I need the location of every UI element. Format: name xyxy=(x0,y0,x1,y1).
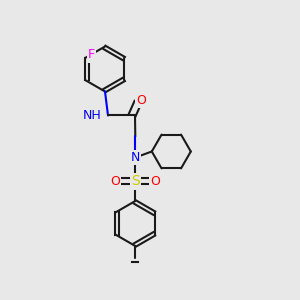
Text: F: F xyxy=(88,48,95,61)
Text: S: S xyxy=(131,175,140,188)
Text: N: N xyxy=(130,151,140,164)
Text: O: O xyxy=(151,175,160,188)
Text: O: O xyxy=(137,94,146,107)
Text: NH: NH xyxy=(83,109,102,122)
Text: O: O xyxy=(110,175,120,188)
